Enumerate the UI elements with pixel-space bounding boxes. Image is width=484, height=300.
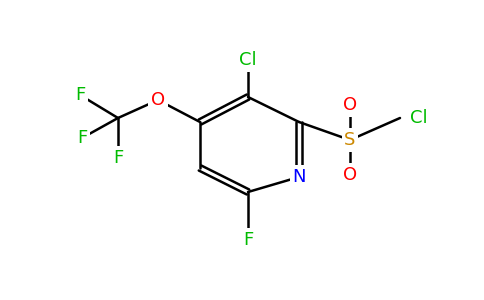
- Text: F: F: [113, 149, 123, 167]
- Text: O: O: [151, 91, 165, 109]
- Text: F: F: [243, 231, 253, 249]
- Text: S: S: [344, 131, 356, 149]
- Text: O: O: [343, 96, 357, 114]
- Text: F: F: [75, 86, 85, 104]
- Text: O: O: [343, 166, 357, 184]
- Text: N: N: [292, 168, 306, 186]
- Text: Cl: Cl: [239, 51, 257, 69]
- Text: F: F: [77, 129, 87, 147]
- Text: Cl: Cl: [410, 109, 428, 127]
